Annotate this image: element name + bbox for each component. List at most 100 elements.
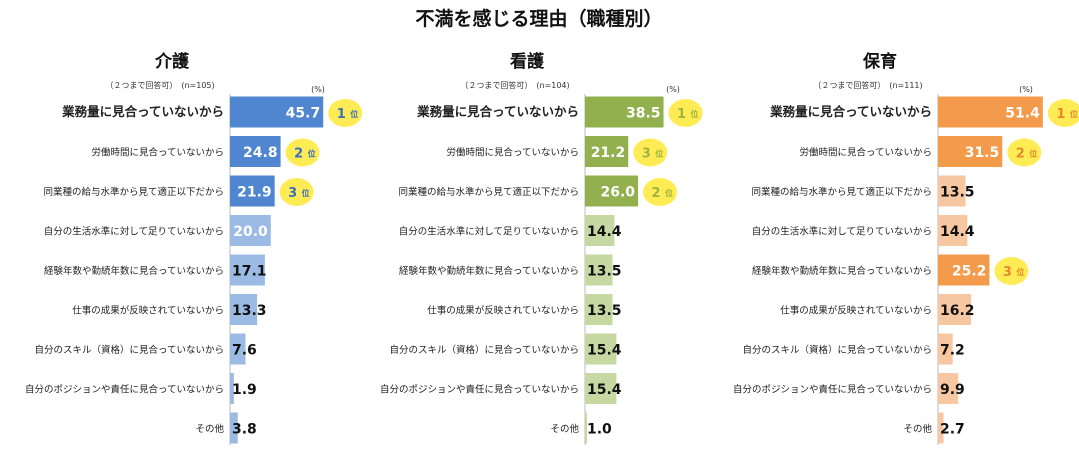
category-label: その他 (903, 423, 932, 435)
panel-note: （２つまで回答可） (n=104) (460, 80, 569, 90)
category-label: 業務量に見合っていないから (769, 104, 932, 119)
panel-title: 介護 (154, 51, 190, 72)
data-label: 26.0 (600, 185, 635, 201)
rank-suffix: 位 (691, 109, 699, 119)
rank-suffix: 位 (308, 149, 316, 159)
rank-badge (1007, 138, 1042, 167)
bar (230, 254, 265, 286)
rank-badge (994, 257, 1029, 285)
category-label: その他 (195, 423, 224, 435)
rank-badge (328, 99, 363, 127)
bar (938, 96, 1043, 128)
category-label: 同業種の給与水準から見て適正以下だから (43, 186, 224, 198)
data-label: 13.3 (232, 303, 267, 319)
bar (585, 254, 613, 286)
data-label: 15.4 (587, 382, 622, 398)
data-label: 38.5 (626, 106, 661, 122)
rank-suffix: 位 (350, 109, 358, 119)
panel-title: 保育 (862, 51, 897, 72)
category-label: 労働時間に見合っていないから (91, 147, 224, 159)
data-label: 25.2 (952, 264, 987, 280)
rank-suffix: 位 (665, 188, 673, 198)
bar (938, 175, 966, 207)
data-label: 14.4 (587, 224, 622, 240)
bar (230, 215, 271, 246)
data-label: 3.8 (232, 422, 257, 438)
category-label: 仕事の成果が反映されていないから (72, 305, 224, 317)
category-label: 自分のスキル（資格）に見合っていないから (742, 344, 932, 356)
category-label: その他 (550, 423, 579, 435)
data-label: 16.2 (940, 303, 975, 319)
category-label: 自分のポジションや責任に見合っていないから (733, 384, 932, 396)
data-label: 21.2 (591, 145, 626, 161)
category-label: 自分の生活水準に対して足りていないから (752, 226, 932, 238)
data-label: 15.4 (587, 343, 622, 359)
data-label: 1.0 (587, 422, 612, 438)
bar (938, 254, 990, 286)
rank-number: 2 (294, 147, 303, 162)
category-label: 同業種の給与水準から見て適正以下だから (398, 186, 579, 198)
bar (585, 136, 629, 167)
data-label: 51.4 (1005, 106, 1040, 122)
category-label: 自分の生活水準に対して足りていないから (399, 226, 579, 238)
category-label: 仕事の成果が反映されていないから (427, 305, 579, 317)
rank-badge (643, 178, 678, 206)
category-label: 仕事の成果が反映されていないから (780, 305, 932, 317)
rank-badge (668, 99, 703, 127)
panel-note: （２つまで回答可） (n=105) (105, 80, 214, 90)
category-label: 自分のポジションや責任に見合っていないから (25, 384, 224, 396)
rank-suffix: 位 (1016, 267, 1024, 277)
rank-suffix: 位 (302, 188, 310, 198)
data-label: 24.8 (243, 145, 278, 161)
rank-suffix: 位 (1029, 149, 1037, 159)
rank-suffix: 位 (655, 149, 663, 159)
data-label: 2.7 (940, 422, 965, 438)
data-label: 20.0 (233, 224, 268, 240)
bar (230, 294, 258, 325)
bar (230, 412, 238, 444)
rank-number: 1 (337, 107, 346, 122)
panel-title: 看護 (509, 51, 545, 72)
rank-number: 2 (1016, 147, 1025, 162)
rank-badge (279, 178, 314, 206)
data-label: 13.5 (940, 185, 975, 201)
bar (938, 215, 968, 246)
category-label: 経験年数や勤続年数に見合っていないから (752, 265, 932, 277)
category-label: 自分の生活水準に対して足りていないから (44, 226, 224, 238)
category-label: 自分のスキル（資格）に見合っていないから (389, 344, 579, 356)
rank-badge (633, 138, 668, 167)
bar (585, 333, 617, 365)
rank-number: 3 (642, 147, 651, 162)
rank-number: 3 (1003, 265, 1012, 280)
unit-label: (%) (1019, 85, 1033, 94)
bar (230, 333, 246, 365)
category-label: 業務量に見合っていないから (61, 104, 224, 119)
bar (585, 412, 588, 444)
rank-number: 3 (288, 186, 297, 201)
data-label: 14.4 (940, 224, 975, 240)
bar (230, 175, 275, 207)
bar (585, 215, 615, 246)
data-label: 13.5 (587, 303, 622, 319)
rank-badge (1047, 99, 1079, 127)
category-label: 業務量に見合っていないから (416, 104, 579, 119)
category-label: 労働時間に見合っていないから (799, 147, 932, 159)
data-label: 31.5 (965, 145, 1000, 161)
rank-number: 2 (652, 186, 661, 201)
data-label: 45.7 (286, 106, 321, 122)
bar (938, 136, 1003, 167)
bar (585, 294, 613, 325)
bar (585, 373, 617, 404)
data-label: 1.9 (232, 382, 257, 398)
rank-badge (285, 138, 320, 167)
category-label: 労働時間に見合っていないから (446, 147, 579, 159)
category-label: 経験年数や勤続年数に見合っていないから (44, 265, 224, 277)
bar (230, 373, 234, 404)
data-label: 21.9 (237, 185, 272, 201)
bar (585, 175, 639, 207)
data-label: 17.1 (232, 264, 267, 280)
data-label: 9.9 (940, 382, 965, 398)
unit-label: (%) (311, 85, 325, 94)
data-label: 13.5 (587, 264, 622, 280)
bar (230, 96, 324, 128)
